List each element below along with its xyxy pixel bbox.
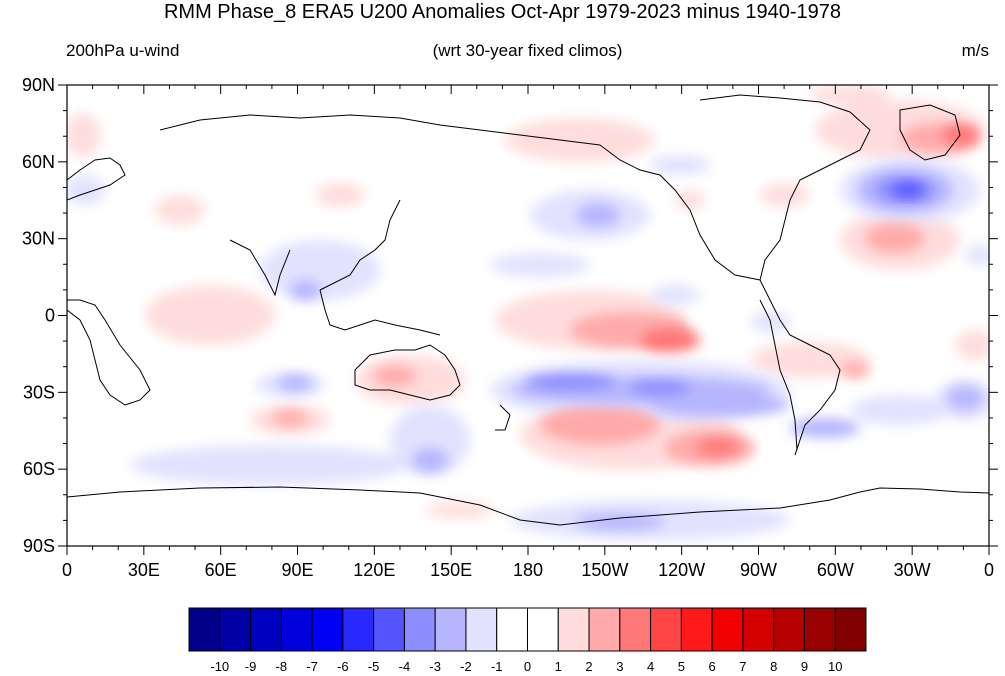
lon-label: 120W xyxy=(658,560,705,580)
colorbar-swatch xyxy=(434,607,467,652)
colorbar-tick-label: 10 xyxy=(828,659,842,674)
colorbar-tick-label: 0 xyxy=(524,659,531,674)
colorbar-swatch xyxy=(250,607,282,652)
colorbar-swatch xyxy=(403,607,436,652)
colorbar-swatch xyxy=(834,607,867,652)
colorbar-tick-label: -8 xyxy=(276,659,288,674)
colorbar-swatch xyxy=(650,607,682,652)
map-title: RMM Phase_8 ERA5 U200 Anomalies Oct-Apr … xyxy=(163,1,842,23)
colorbar-tick-label: 9 xyxy=(801,659,808,674)
colorbar-tick-label: -3 xyxy=(429,659,441,674)
colorbar-swatch xyxy=(711,607,744,652)
colorbar-swatch xyxy=(219,607,252,652)
colorbar-swatch xyxy=(373,607,405,652)
colorbar-tick-label: 7 xyxy=(739,659,746,674)
colorbar-swatch xyxy=(742,607,775,652)
coastlines xyxy=(67,94,989,526)
lat-label: 60S xyxy=(23,459,55,479)
lat-label: 90S xyxy=(23,536,55,556)
colorbar-swatch xyxy=(311,607,344,652)
lon-label: 0 xyxy=(984,560,994,580)
anomaly-field xyxy=(67,85,989,540)
colorbar-swatch xyxy=(188,607,221,652)
colorbar-swatch xyxy=(280,607,313,652)
lon-label: 90W xyxy=(740,560,777,580)
lat-label: 30N xyxy=(22,229,55,249)
colorbar-tick-label: -2 xyxy=(460,659,472,674)
colorbar-tick-label: -5 xyxy=(368,659,380,674)
lat-label: 0 xyxy=(45,306,55,326)
colorbar-tick-label: 3 xyxy=(616,659,623,674)
lat-label: 90N xyxy=(22,75,55,95)
colorbar-swatch xyxy=(557,607,590,652)
lon-label: 150W xyxy=(581,560,628,580)
lon-label: 30E xyxy=(128,560,160,580)
colorbar-swatch xyxy=(619,607,652,652)
colorbar-swatch xyxy=(465,607,498,652)
lon-label: 90E xyxy=(281,560,313,580)
colorbar-swatch xyxy=(342,607,375,652)
colorbar-tick-label: -7 xyxy=(306,659,318,674)
colorbar-tick-label: -10 xyxy=(210,659,229,674)
colorbar-swatch xyxy=(680,607,713,652)
colorbar-labels: -10 -9 -8 -7 -6 -5 -4 -3 -2 -1 0 1 2 3 4 5 6 7 8 9 10 xyxy=(210,659,842,674)
colorbar-tick-label: 2 xyxy=(585,659,592,674)
colorbar-tick-label: 8 xyxy=(770,659,777,674)
colorbar-tick-label: 4 xyxy=(647,659,654,674)
colorbar-tick-label: -9 xyxy=(245,659,257,674)
colorbar xyxy=(188,607,867,652)
lon-label: 60W xyxy=(817,560,854,580)
axis-ticks xyxy=(58,84,998,555)
variable-label: 200hPa u-wind xyxy=(66,41,180,60)
colorbar-swatch xyxy=(527,607,559,652)
longitude-labels: 0 30E 60E 90E 120E 150E 180 150W 120W 90W 60W 30W 0 xyxy=(62,560,994,580)
colorbar-tick-label: -1 xyxy=(491,659,503,674)
units-label: m/s xyxy=(961,41,989,60)
colorbar-tick-label: 1 xyxy=(555,659,562,674)
colorbar-swatch xyxy=(773,607,805,652)
colorbar-tick-label: 5 xyxy=(678,659,685,674)
colorbar-tick-label: -4 xyxy=(399,659,411,674)
colorbar-swatch xyxy=(803,607,836,652)
lon-label: 60E xyxy=(205,560,237,580)
colorbar-tick-label: -6 xyxy=(337,659,349,674)
lon-label: 120E xyxy=(353,560,395,580)
latitude-labels: 90N 60N 30N 0 30S 60S 90S xyxy=(22,75,55,556)
reference-note: (wrt 30-year fixed climos) xyxy=(432,41,623,60)
colorbar-tick-label: 6 xyxy=(709,659,716,674)
lat-label: 30S xyxy=(23,382,55,402)
lon-label: 0 xyxy=(62,560,72,580)
colorbar-swatch xyxy=(588,607,621,652)
lat-label: 60N xyxy=(22,152,55,172)
lon-label: 180 xyxy=(513,560,543,580)
lon-label: 30W xyxy=(894,560,931,580)
colorbar-swatch xyxy=(496,607,528,652)
lon-label: 150E xyxy=(430,560,472,580)
